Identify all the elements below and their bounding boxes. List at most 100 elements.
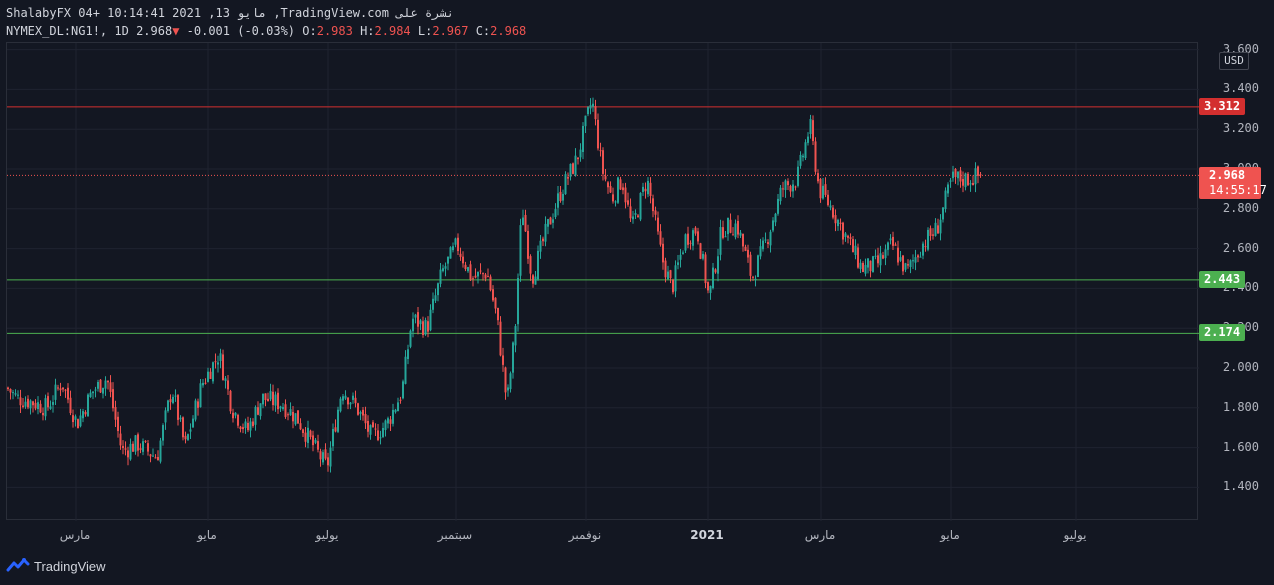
candle-body	[297, 410, 299, 424]
candle-body	[332, 428, 334, 447]
candle-body	[947, 184, 949, 194]
last-price-text: 2.968	[1209, 168, 1246, 182]
candle-body	[357, 403, 359, 415]
candle-body	[757, 255, 759, 278]
candle-body	[614, 201, 617, 203]
candle-body	[319, 451, 322, 460]
candle-body	[557, 193, 559, 208]
candle-body	[967, 173, 969, 186]
candle-body	[732, 234, 734, 236]
low-label: L:	[417, 24, 433, 38]
candle-body	[94, 389, 97, 391]
candle-body	[202, 382, 204, 386]
candle-body	[739, 232, 742, 236]
candle-body	[97, 381, 99, 389]
candle-body	[752, 276, 754, 278]
candle-body	[244, 421, 247, 429]
candle-body	[402, 381, 404, 399]
candle-body	[122, 446, 124, 449]
candle-body	[87, 394, 89, 417]
candle-body	[407, 349, 409, 360]
candle-body	[922, 243, 924, 256]
candle-body	[824, 184, 827, 195]
candle-body	[654, 210, 657, 215]
candle-body	[139, 448, 142, 450]
price-tick-label: 2.000	[1222, 360, 1259, 374]
candle-body	[89, 392, 92, 398]
candle-body	[799, 154, 802, 166]
candle-body	[504, 367, 507, 393]
candle-body	[874, 255, 877, 257]
candle-body	[849, 237, 852, 239]
candle-body	[262, 393, 264, 405]
candle-body	[414, 314, 417, 318]
candle-body	[924, 246, 927, 248]
candle-body	[804, 142, 807, 158]
candle-body	[412, 318, 414, 332]
candle-body	[632, 216, 634, 220]
candle-body	[492, 289, 494, 301]
candle-body	[177, 395, 179, 420]
candle-body	[264, 393, 267, 401]
price-tick-label: 3.200	[1222, 121, 1259, 136]
candle-body	[784, 180, 787, 191]
candle-body	[164, 410, 167, 423]
resistance-price-label[interactable]: 3.312	[1199, 97, 1245, 115]
candle-body	[637, 215, 639, 218]
currency-label[interactable]: USD	[1219, 52, 1249, 70]
candle-body	[877, 255, 879, 264]
candle-body	[442, 268, 444, 272]
candle-body	[744, 246, 747, 251]
candle-body	[769, 231, 772, 246]
candle-body	[864, 264, 867, 274]
candle-body	[344, 395, 347, 399]
candle-body	[54, 384, 57, 400]
last-price-label: 2.968 14:55:17	[1199, 167, 1267, 199]
candle-body	[382, 428, 384, 438]
candle-body	[197, 401, 199, 408]
candle-body	[859, 262, 862, 269]
candle-body	[142, 441, 144, 452]
footer: TradingView	[0, 549, 1274, 585]
low-value: 2.967	[432, 24, 469, 38]
candle-body	[162, 425, 164, 441]
candle-body	[592, 103, 594, 107]
candle-body	[929, 228, 932, 237]
candle-body	[704, 254, 707, 284]
candle-body	[362, 409, 364, 416]
candle-body	[317, 441, 319, 450]
tradingview-logo-icon[interactable]	[6, 557, 30, 575]
candle-body	[102, 387, 104, 394]
candle-body	[764, 239, 767, 241]
candle-body	[427, 321, 429, 332]
candle-body	[254, 406, 257, 425]
candle-body	[107, 381, 109, 383]
time-tick-label: مايو	[940, 528, 960, 542]
candle-body	[284, 404, 287, 417]
candle-body	[9, 389, 12, 393]
candle-body	[599, 150, 602, 152]
candle-body	[452, 246, 454, 251]
candle-body	[699, 243, 702, 259]
candle-body	[649, 182, 652, 196]
candle-body	[657, 217, 659, 232]
candle-body	[69, 397, 72, 414]
candle-body	[314, 439, 317, 443]
chart-pane[interactable]	[6, 42, 1199, 521]
candle-body	[327, 457, 329, 466]
candle-body	[232, 412, 234, 419]
candle-body	[302, 429, 304, 434]
support-price-label-1[interactable]: 2.443	[1199, 270, 1245, 288]
support-price-label-2[interactable]: 2.174	[1199, 324, 1245, 342]
candle-body	[854, 245, 857, 255]
brand-name[interactable]: TradingView	[34, 559, 106, 574]
candle-body	[972, 182, 974, 186]
candle-body	[299, 423, 302, 430]
candle-body	[934, 222, 937, 236]
candlestick-chart[interactable]	[7, 43, 1199, 521]
candle-body	[342, 396, 344, 401]
symbol-label[interactable]: NYMEX_DL:NG1!, 1D	[6, 24, 129, 38]
candle-body	[394, 409, 397, 413]
candle-body	[347, 397, 349, 405]
candle-body	[207, 371, 209, 382]
